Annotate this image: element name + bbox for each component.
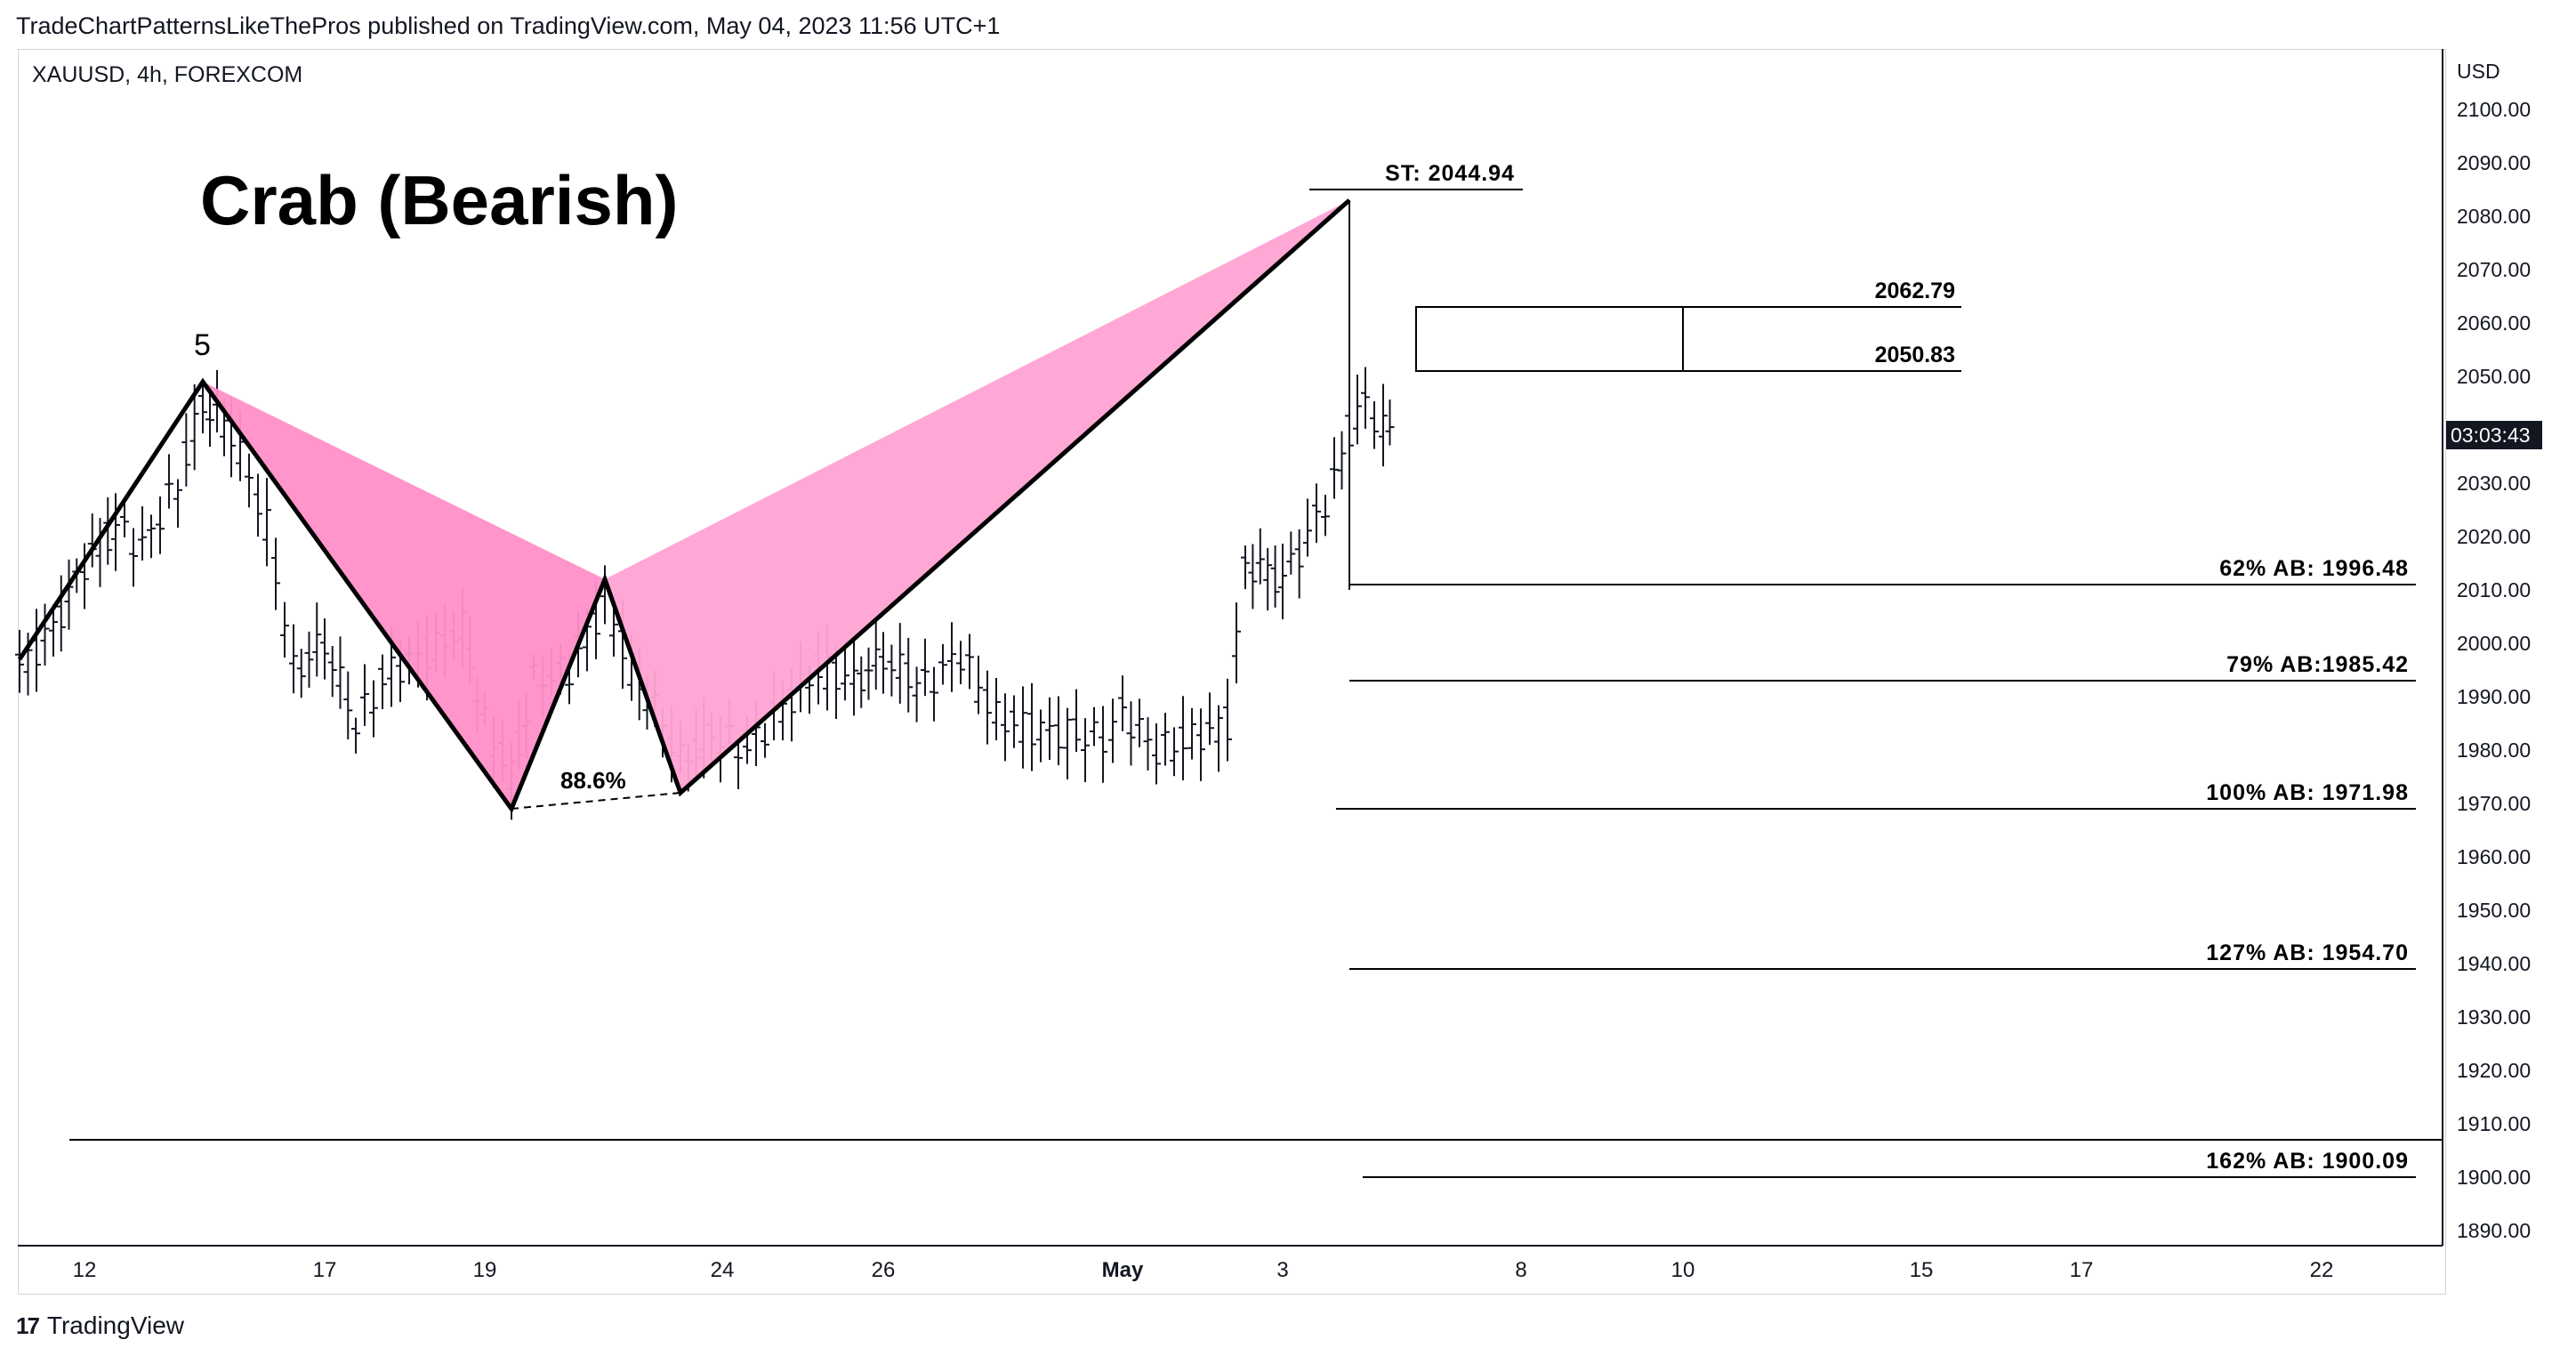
publish-info: TradeChartPatternsLikeThePros published … — [16, 12, 1001, 39]
level-label: ST: 2044.94 — [1385, 161, 1515, 186]
y-tick-label: 2090.00 — [2457, 151, 2531, 174]
x-tick-label: 12 — [73, 1258, 97, 1282]
zone-box — [1415, 306, 1684, 372]
y-tick-label: 1890.00 — [2457, 1219, 2531, 1242]
x-tick-label: 17 — [313, 1258, 337, 1282]
y-tick-label: 1920.00 — [2457, 1059, 2531, 1082]
y-tick-label: 1980.00 — [2457, 739, 2531, 762]
chart-frame[interactable] — [18, 49, 2446, 1295]
fib-levels: ST: 2044.94 62% AB: 1996.48 79% AB:1985.42… — [69, 161, 2442, 1178]
ratio-dashed-line — [511, 792, 681, 810]
y-tick-label: 1960.00 — [2457, 845, 2531, 868]
y-tick-label: 1910.00 — [2457, 1112, 2531, 1135]
crab-pattern: 88.6% 5 — [17, 198, 1351, 814]
price-axis: USD 2100.00 2090.00 2080.00 2070.00 2060.00 20… — [2442, 49, 2542, 1246]
pattern-legs — [17, 198, 1351, 814]
y-tick-label: 2010.00 — [2457, 578, 2531, 601]
y-tick-label: 1900.00 — [2457, 1166, 2531, 1189]
y-tick-label: 2060.00 — [2457, 311, 2531, 335]
symbol-label: XAUUSD, 4h, FOREXCOM — [32, 62, 303, 87]
y-tick-label: 2070.00 — [2457, 258, 2531, 281]
y-tick-label: 2020.00 — [2457, 525, 2531, 548]
current-price-label: 03:03:43 — [2451, 424, 2531, 447]
x-tick-label: 8 — [1515, 1258, 1526, 1282]
tradingview-logo-icon: 17 — [16, 1312, 40, 1339]
y-tick-label: 1940.00 — [2457, 952, 2531, 975]
y-tick-label: 1990.00 — [2457, 685, 2531, 708]
level-label: 100% AB: 1971.98 — [2206, 780, 2409, 805]
footer-brand: TradingView — [46, 1312, 185, 1339]
y-tick-label: 1930.00 — [2457, 1005, 2531, 1029]
zone-bottom-label: 2050.83 — [1875, 343, 1955, 367]
y-tick-label: 2030.00 — [2457, 472, 2531, 495]
x-tick-label: 26 — [872, 1258, 896, 1282]
y-tick-label: 2000.00 — [2457, 632, 2531, 655]
pattern-fill-bcd — [605, 200, 1349, 793]
x-tick-label: 10 — [1671, 1258, 1695, 1282]
y-tick-label: 2080.00 — [2457, 205, 2531, 228]
x-tick-label: 24 — [711, 1258, 735, 1282]
x-tick-label: 19 — [473, 1258, 497, 1282]
point-label: 5 — [194, 328, 211, 362]
currency-label: USD — [2457, 60, 2500, 83]
y-tick-label: 1970.00 — [2457, 792, 2531, 815]
time-axis: 12 17 19 24 26 May 3 8 10 15 17 22 — [18, 1245, 2443, 1282]
ratio-label: 88.6% — [560, 767, 626, 794]
level-label: 79% AB:1985.42 — [2226, 652, 2409, 677]
x-tick-label: May — [1102, 1258, 1144, 1282]
x-tick-label: 17 — [2070, 1258, 2094, 1282]
y-tick-label: 2050.00 — [2457, 365, 2531, 388]
x-tick-label: 15 — [1910, 1258, 1934, 1282]
current-price-badge — [2446, 421, 2542, 449]
chart-title: Crab (Bearish) — [200, 161, 678, 239]
pattern-fill-xab — [203, 382, 605, 809]
zone-top-label: 2062.79 — [1875, 278, 1955, 303]
level-label: 162% AB: 1900.09 — [2206, 1149, 2409, 1174]
x-tick-label: 3 — [1276, 1258, 1288, 1282]
y-tick-label: 1950.00 — [2457, 899, 2531, 922]
level-label: 62% AB: 1996.48 — [2219, 556, 2409, 581]
footer: 17 TradingView — [16, 1312, 184, 1340]
y-tick-label: 2100.00 — [2457, 98, 2531, 121]
x-tick-label: 22 — [2310, 1258, 2334, 1282]
level-label: 127% AB: 1954.70 — [2206, 940, 2409, 965]
